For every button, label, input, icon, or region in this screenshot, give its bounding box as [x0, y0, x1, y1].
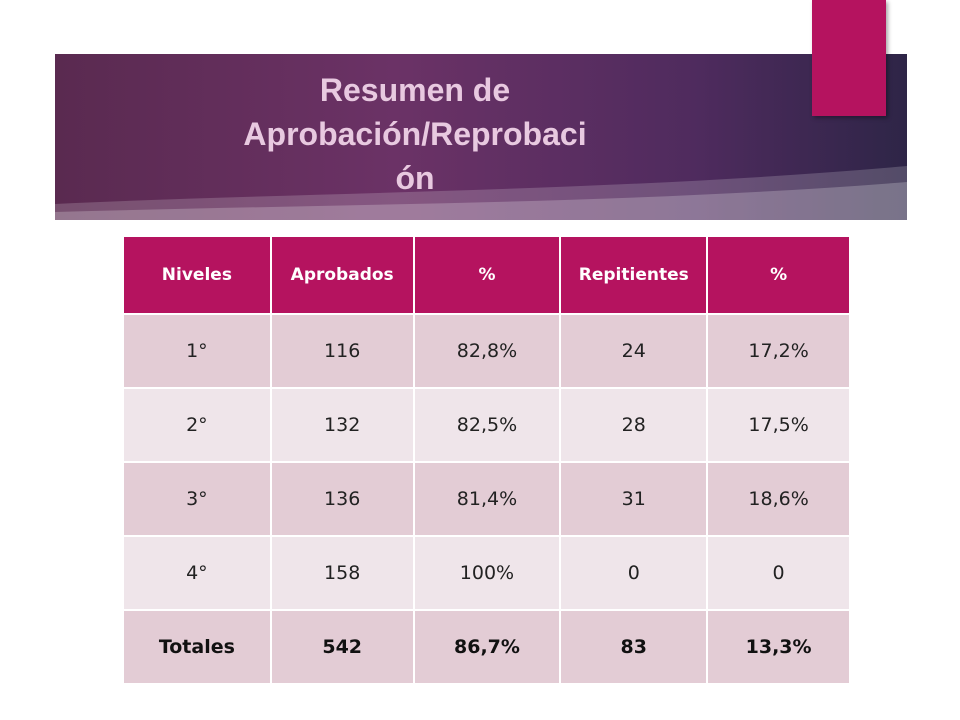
header-niveles: Niveles	[124, 237, 272, 315]
cell-repitientes-percent: 0	[707, 536, 851, 611]
cell-total-aprobados: 542	[270, 610, 415, 685]
cell-aprobados-percent: 100%	[413, 536, 562, 611]
table-row: 3° 136 81,4% 31 18,6%	[124, 462, 851, 537]
cell-aprobados: 132	[270, 388, 415, 463]
cell-total-repitientes-percent: 13,3%	[707, 610, 851, 685]
table-row: 4° 158 100% 0 0	[124, 536, 851, 611]
cell-repitientes-percent: 17,5%	[707, 388, 851, 463]
cell-nivel: 4°	[124, 536, 272, 611]
cell-nivel: 3°	[124, 462, 272, 537]
cell-aprobados-percent: 81,4%	[413, 462, 562, 537]
cell-nivel: 1°	[124, 314, 272, 389]
title-line-2: Aprobación/Reprobaci	[243, 116, 587, 152]
table-header-row: Niveles Aprobados % Repitientes %	[124, 237, 851, 315]
cell-aprobados: 116	[270, 314, 415, 389]
cell-repitientes: 0	[560, 536, 709, 611]
table-row: 2° 132 82,5% 28 17,5%	[124, 388, 851, 463]
banner-swoosh	[55, 166, 907, 220]
cell-total-repitientes: 83	[560, 610, 709, 685]
header-repitientes: Repitientes	[560, 237, 709, 315]
cell-repitientes: 28	[560, 388, 709, 463]
title-line-3: ón	[395, 160, 435, 196]
cell-repitientes-percent: 18,6%	[707, 462, 851, 537]
cell-aprobados: 158	[270, 536, 415, 611]
header-aprobados: Aprobados	[270, 237, 415, 315]
cell-aprobados: 136	[270, 462, 415, 537]
table-row: 1° 116 82,8% 24 17,2%	[124, 314, 851, 389]
cell-repitientes: 31	[560, 462, 709, 537]
title-line-1: Resumen de	[319, 72, 511, 108]
cell-totales-label: Totales	[124, 610, 272, 685]
title-banner: Resumen de Aprobación/Reprobaci ón	[55, 54, 907, 220]
accent-bar	[812, 0, 886, 116]
cell-aprobados-percent: 82,8%	[413, 314, 562, 389]
cell-nivel: 2°	[124, 388, 272, 463]
header-aprobados-percent: %	[413, 237, 562, 315]
header-repitientes-percent: %	[707, 237, 851, 315]
cell-repitientes: 24	[560, 314, 709, 389]
slide-title: Resumen de Aprobación/Reprobaci ón	[55, 68, 775, 200]
cell-aprobados-percent: 82,5%	[413, 388, 562, 463]
cell-repitientes-percent: 17,2%	[707, 314, 851, 389]
totals-row: Totales 542 86,7% 83 13,3%	[124, 610, 851, 685]
summary-table: Niveles Aprobados % Repitientes % 1° 116…	[124, 237, 851, 685]
cell-total-aprobados-percent: 86,7%	[413, 610, 562, 685]
